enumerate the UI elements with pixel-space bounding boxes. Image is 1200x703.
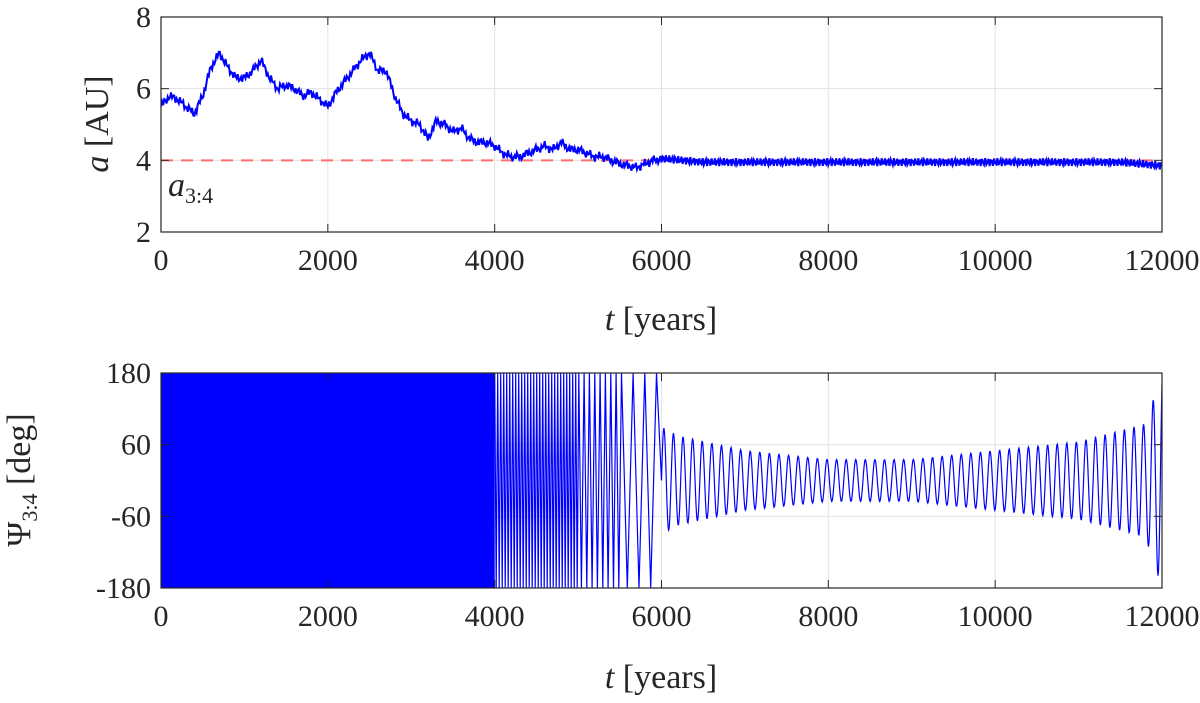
semimajor-axis-chart: 0 2000 4000 6000 8000 10000 12000 2 4 6 8 a3:4 a [… <box>79 1 1200 338</box>
bottom-x-axis-label: t [years] <box>605 659 717 696</box>
bottom-y-tick-label: -180 <box>96 572 151 605</box>
top-y-tick-label: 4 <box>136 144 151 177</box>
top-y-axis-label: a [AU] <box>79 75 116 172</box>
bottom-x-tick-label: 4000 <box>465 600 525 633</box>
top-y-tick-label: 2 <box>136 216 151 249</box>
top-ticks: 0 2000 4000 6000 8000 10000 12000 2 4 6 8 <box>136 1 1200 277</box>
bottom-x-tick-label: 6000 <box>632 600 692 633</box>
resonant-angle-series <box>494 373 1162 588</box>
top-grid <box>160 16 1163 233</box>
circulation-fill <box>161 373 495 588</box>
bottom-ticks: 0 2000 4000 6000 8000 10000 12000 -180 -60 60 180 <box>96 357 1200 633</box>
top-y-tick-label: 8 <box>136 1 151 34</box>
top-y-tick-label: 6 <box>136 73 151 106</box>
top-x-tick-label: 4000 <box>465 244 525 277</box>
resonant-angle-chart: 0 2000 4000 6000 8000 10000 12000-180-6060180 … <box>1 357 1200 696</box>
resonance-label: a3:4 <box>168 167 213 208</box>
bottom-x-tick-label: 10000 <box>958 600 1033 633</box>
top-x-tick-label: 12000 <box>1125 244 1200 277</box>
bottom-y-tick-label: 180 <box>106 357 151 390</box>
top-x-tick-label: 2000 <box>298 244 358 277</box>
bottom-x-tick-label: 12000 <box>1125 600 1200 633</box>
bottom-y-axis-label: Ψ3:4 [deg] <box>1 413 42 546</box>
top-x-tick-label: 8000 <box>798 244 858 277</box>
resonant-angle-line <box>494 373 1162 588</box>
top-x-tick-label: 0 <box>154 244 169 277</box>
bottom-y-tick-label: 60 <box>121 429 151 462</box>
bottom-x-tick-label: 0 <box>154 600 169 633</box>
top-x-tick-label: 10000 <box>958 244 1033 277</box>
semimajor-axis-line <box>161 50 1162 174</box>
bottom-x-tick-label: 8000 <box>798 600 858 633</box>
top-x-tick-label: 6000 <box>632 244 692 277</box>
top-x-axis-label: t [years] <box>605 301 717 338</box>
bottom-y-tick-label: -60 <box>111 500 151 533</box>
semimajor-axis-series <box>161 50 1162 174</box>
bottom-x-tick-label: 2000 <box>298 600 358 633</box>
